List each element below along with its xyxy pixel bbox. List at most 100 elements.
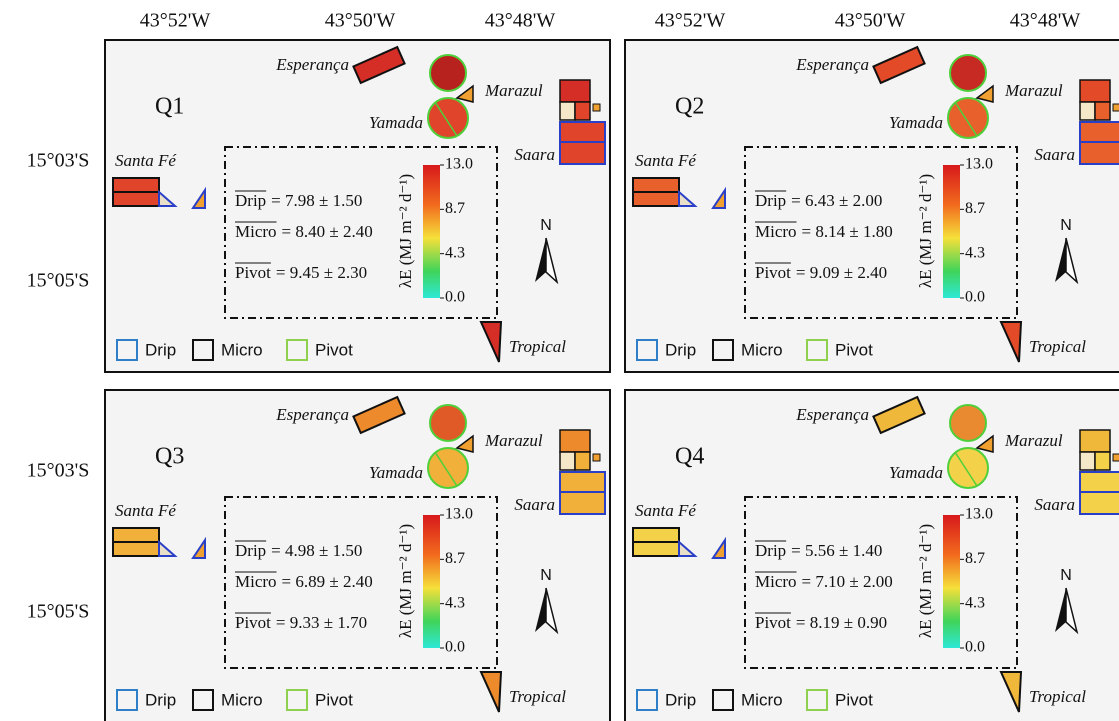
- farm-field: [1113, 454, 1119, 461]
- stat-name: Pivot: [235, 613, 271, 632]
- farm-field: [593, 104, 600, 111]
- colorbar-tick-label: 0.0: [445, 289, 465, 306]
- stat-value: = 7.10 ± 2.00: [802, 572, 893, 591]
- farm-label: Marazul: [1004, 81, 1063, 100]
- stat-line: Micro= 8.14 ± 1.80: [755, 222, 893, 241]
- map-panel: Q4EsperançaYamadaMarazulSaaraSanta FéTro…: [625, 390, 1119, 721]
- farm-label: Esperança: [275, 55, 349, 74]
- longitude-label: 43°48'W: [1010, 10, 1081, 32]
- farm-field: [1080, 80, 1110, 102]
- legend-label: Micro: [741, 340, 783, 359]
- stat-value: = 8.14 ± 1.80: [802, 222, 893, 241]
- farm-field: [575, 452, 590, 470]
- stat-name: Pivot: [755, 613, 791, 632]
- stat-value: = 7.98 ± 1.50: [271, 191, 362, 210]
- stat-line: Micro= 7.10 ± 2.00: [755, 572, 893, 591]
- farm-field: [430, 405, 466, 441]
- farm-field: [428, 98, 468, 138]
- farm-field: [593, 454, 600, 461]
- farm-label: Santa Fé: [635, 501, 697, 520]
- farm-field: [1095, 102, 1110, 120]
- farm-label: Saara: [514, 495, 555, 514]
- farm-label: Saara: [1034, 495, 1075, 514]
- farm-field: [113, 542, 159, 556]
- colorbar-label: λE (MJ m⁻² d⁻¹): [916, 174, 935, 288]
- stat-line: Drip = 4.98 ± 1.50: [235, 541, 362, 560]
- figure: 43°52'W43°50'W43°48'W43°52'W43°50'W43°48…: [0, 0, 1119, 721]
- farm-field: [1080, 452, 1095, 470]
- colorbar: [423, 515, 440, 648]
- colorbar: [943, 165, 960, 298]
- colorbar-tick-label: 8.7: [965, 200, 985, 217]
- colorbar-tick-label: 0.0: [965, 289, 985, 306]
- colorbar-tick-label: 0.0: [445, 639, 465, 656]
- stat-name: Pivot: [235, 263, 271, 282]
- farm-label: Saara: [514, 145, 555, 164]
- farm-field: [113, 528, 159, 542]
- stat-line: Pivot = 8.19 ± 0.90: [755, 613, 887, 632]
- farm-field: [575, 102, 590, 120]
- farm-label: Esperança: [795, 405, 869, 424]
- farm-field: [1080, 142, 1119, 164]
- latitude-label: 15°03'S: [27, 150, 90, 172]
- stat-value: = 4.98 ± 1.50: [271, 541, 362, 560]
- longitude-label: 43°50'W: [835, 10, 906, 32]
- stat-value: = 9.33 ± 1.70: [276, 613, 367, 632]
- colorbar-tick-label: 4.3: [965, 594, 985, 611]
- farm-label: Marazul: [484, 81, 543, 100]
- farm-field: [560, 452, 575, 470]
- stat-value: = 8.19 ± 0.90: [796, 613, 887, 632]
- north-label: N: [1060, 217, 1072, 234]
- colorbar: [943, 515, 960, 648]
- legend-label: Pivot: [835, 690, 873, 709]
- farm-field: [633, 528, 679, 542]
- farm-field: [428, 448, 468, 488]
- colorbar-label: λE (MJ m⁻² d⁻¹): [396, 524, 415, 638]
- legend-label: Micro: [221, 690, 263, 709]
- longitude-label: 43°50'W: [325, 10, 396, 32]
- farm-field: [948, 98, 988, 138]
- stat-line: Drip = 6.43 ± 2.00: [755, 191, 882, 210]
- stat-name: Drip: [755, 191, 786, 210]
- stat-name: Micro: [235, 572, 277, 591]
- colorbar-tick-label: 13.0: [445, 506, 473, 523]
- north-label: N: [540, 217, 552, 234]
- colorbar-tick-label: 8.7: [445, 200, 465, 217]
- panel-title: Q3: [155, 444, 184, 470]
- colorbar-tick-label: 13.0: [965, 156, 993, 173]
- legend-label: Drip: [145, 340, 176, 359]
- farm-label: Yamada: [369, 113, 423, 132]
- farm-label: Esperança: [795, 55, 869, 74]
- farm-field: [948, 448, 988, 488]
- farm-field: [430, 55, 466, 91]
- farm-label: Yamada: [369, 463, 423, 482]
- north-label: N: [1060, 567, 1072, 584]
- north-label: N: [540, 567, 552, 584]
- farm-field: [1080, 492, 1119, 514]
- farm-label: Yamada: [889, 113, 943, 132]
- colorbar-tick-label: 0.0: [965, 639, 985, 656]
- legend-label: Micro: [221, 340, 263, 359]
- farm-field: [633, 542, 679, 556]
- stat-value: = 9.09 ± 2.40: [796, 263, 887, 282]
- farm-label: Esperança: [275, 405, 349, 424]
- colorbar-label: λE (MJ m⁻² d⁻¹): [396, 174, 415, 288]
- stat-value: = 6.43 ± 2.00: [791, 191, 882, 210]
- farm-field: [560, 472, 605, 492]
- latitude-label: 15°05'S: [27, 270, 90, 292]
- stat-name: Drip: [235, 541, 266, 560]
- legend-label: Pivot: [315, 340, 353, 359]
- stat-line: Micro= 6.89 ± 2.40: [235, 572, 373, 591]
- latitude-label: 15°03'S: [27, 460, 90, 482]
- map-panel: Q2EsperançaYamadaMarazulSaaraSanta FéTro…: [625, 40, 1119, 372]
- legend-label: Drip: [665, 690, 696, 709]
- stat-line: Pivot= 9.45 ± 2.30: [235, 263, 367, 282]
- legend-label: Drip: [665, 340, 696, 359]
- colorbar-tick-label: 13.0: [965, 506, 993, 523]
- legend-label: Micro: [741, 690, 783, 709]
- stat-line: Pivot= 9.09 ± 2.40: [755, 263, 887, 282]
- panel-title: Q4: [675, 444, 704, 470]
- farm-field: [113, 192, 159, 206]
